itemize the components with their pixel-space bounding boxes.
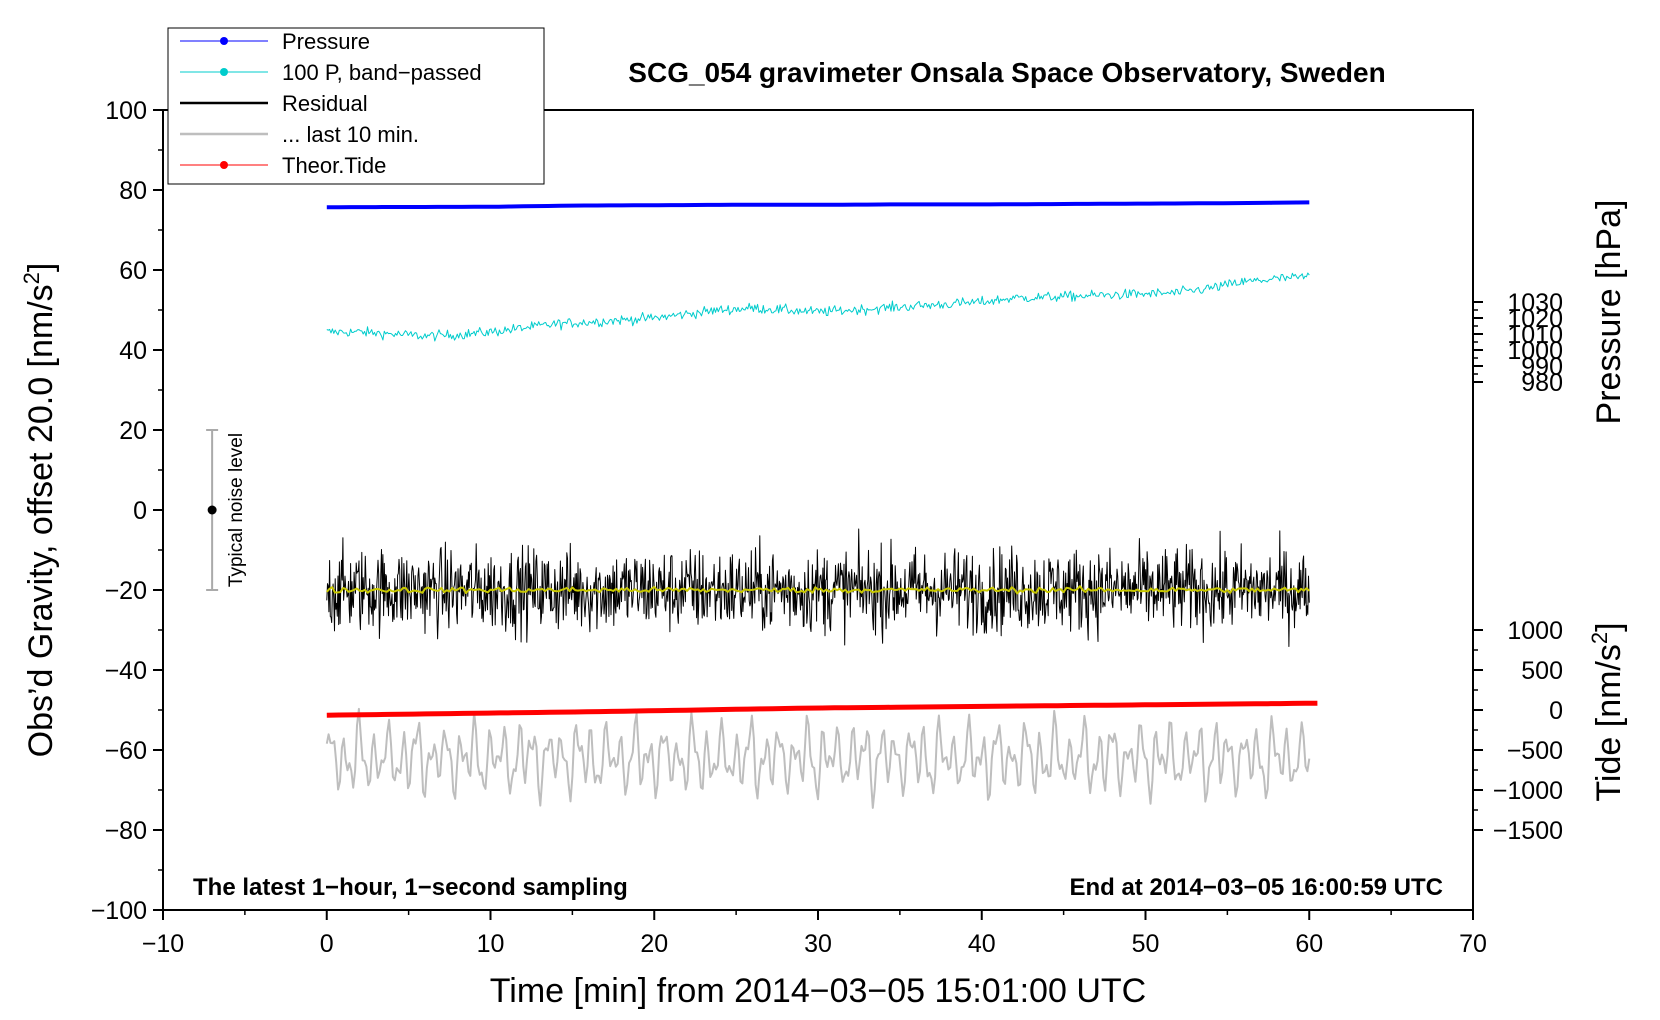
series-layer [325,200,1318,809]
y-tick-label: −60 [105,737,147,765]
x-tick-label: 50 [1132,930,1160,958]
y-tick-label: 100 [105,97,147,125]
legend-items: Pressure 100 P, band−passed Residual ... la… [180,29,482,178]
legend-label-theor-tide: Theor.Tide [282,153,386,178]
legend-marker-pressure [220,37,228,45]
noise-bar-center-dot [207,505,217,515]
annotation-sampling: The latest 1−hour, 1−second sampling [193,874,628,901]
legend-label-100-p-band-passed: 100 P, band−passed [282,60,482,85]
x-axis: −10 0 10 20 30 40 50 60 70 [142,910,1487,958]
legend-label-residual: Residual [282,91,368,116]
series-residual [326,528,1310,647]
pressure-tick-label: 1010 [1507,321,1563,349]
x-axis-title: Time [min] from 2014−03−05 15:01:00 UTC [490,972,1146,1010]
pressure-tick-label: 990 [1521,353,1563,381]
tide-tick-label: 0 [1549,697,1563,725]
y-tick-label: −20 [105,577,147,605]
series-last-10-min [325,707,1311,809]
tide-tick-label: −500 [1507,737,1563,765]
y-axis-left-title-end: ] [22,263,60,272]
y-tick-label: 20 [119,417,147,445]
y-tick-label: 80 [119,177,147,205]
y-tick-label: −80 [105,817,147,845]
x-tick-label: 20 [640,930,668,958]
legend-marker-theor-tide [220,161,228,169]
noise-bar-label: Typical noise level [226,433,247,587]
y-axis-tide-title: Tide [nm/s2] [1587,622,1628,801]
pressure-tick-label: 980 [1521,369,1563,397]
y-tick-label: 0 [133,497,147,525]
x-tick-label: −10 [142,930,184,958]
y-tick-label: 60 [119,257,147,285]
x-tick-label: 0 [320,930,334,958]
pressure-tick-label: 1000 [1507,337,1563,365]
y-axis-left-title: Obs’d Gravity, offset 20.0 [nm/s2] [19,263,60,758]
y-tick-label: 40 [119,337,147,365]
tide-tick-label: −1000 [1493,777,1563,805]
x-tick-label: 70 [1459,930,1487,958]
legend-marker-100-p-band-passed [220,68,228,76]
series-100-p-band-passed [326,272,1310,342]
y-axis-pressure-title: Pressure [hPa] [1590,200,1628,425]
chart-title: SCG_054 gravimeter Onsala Space Observat… [628,57,1385,88]
y-axis-left-title-sup: 2 [19,272,44,284]
x-tick-label: 60 [1295,930,1323,958]
series-pressure [326,200,1310,210]
y-axis-tide-title-sup: 2 [1587,632,1612,644]
x-tick-label: 30 [804,930,832,958]
noise-bar [206,429,219,591]
y-axis-tide-title-main: Tide [nm/s [1590,644,1628,801]
y-axis-left: −100 −80 −60 −40 −20 0 20 40 60 80 100 [91,97,163,925]
tide-tick-label: 1000 [1507,617,1563,645]
tide-tick-label: −1500 [1493,817,1563,845]
tide-tick-label: 500 [1521,657,1563,685]
x-tick-label: 10 [477,930,505,958]
y-axis-left-title-main: Obs’d Gravity, offset 20.0 [nm/s [22,284,60,757]
pressure-tick-label: 1030 [1507,289,1563,317]
annotation-end-time: End at 2014−03−05 16:00:59 UTC [1069,874,1443,901]
series-residual-smoothed [326,585,1310,595]
x-tick-label: 40 [968,930,996,958]
legend-label-pressure: Pressure [282,29,370,54]
series-theor-tide [326,700,1318,718]
y-axis-tide: −1500 −1000 −500 0 500 1000 [1473,617,1563,845]
y-tick-label: −100 [91,897,147,925]
y-tick-label: −40 [105,657,147,685]
y-axis-tide-title-end: ] [1590,622,1628,631]
legend-box [167,27,545,185]
pressure-tick-label: 1020 [1507,305,1563,333]
legend-label-last-10-min: ... last 10 min. [282,122,419,147]
legend: Pressure 100 P, band−passed Residual ... la… [167,27,545,185]
